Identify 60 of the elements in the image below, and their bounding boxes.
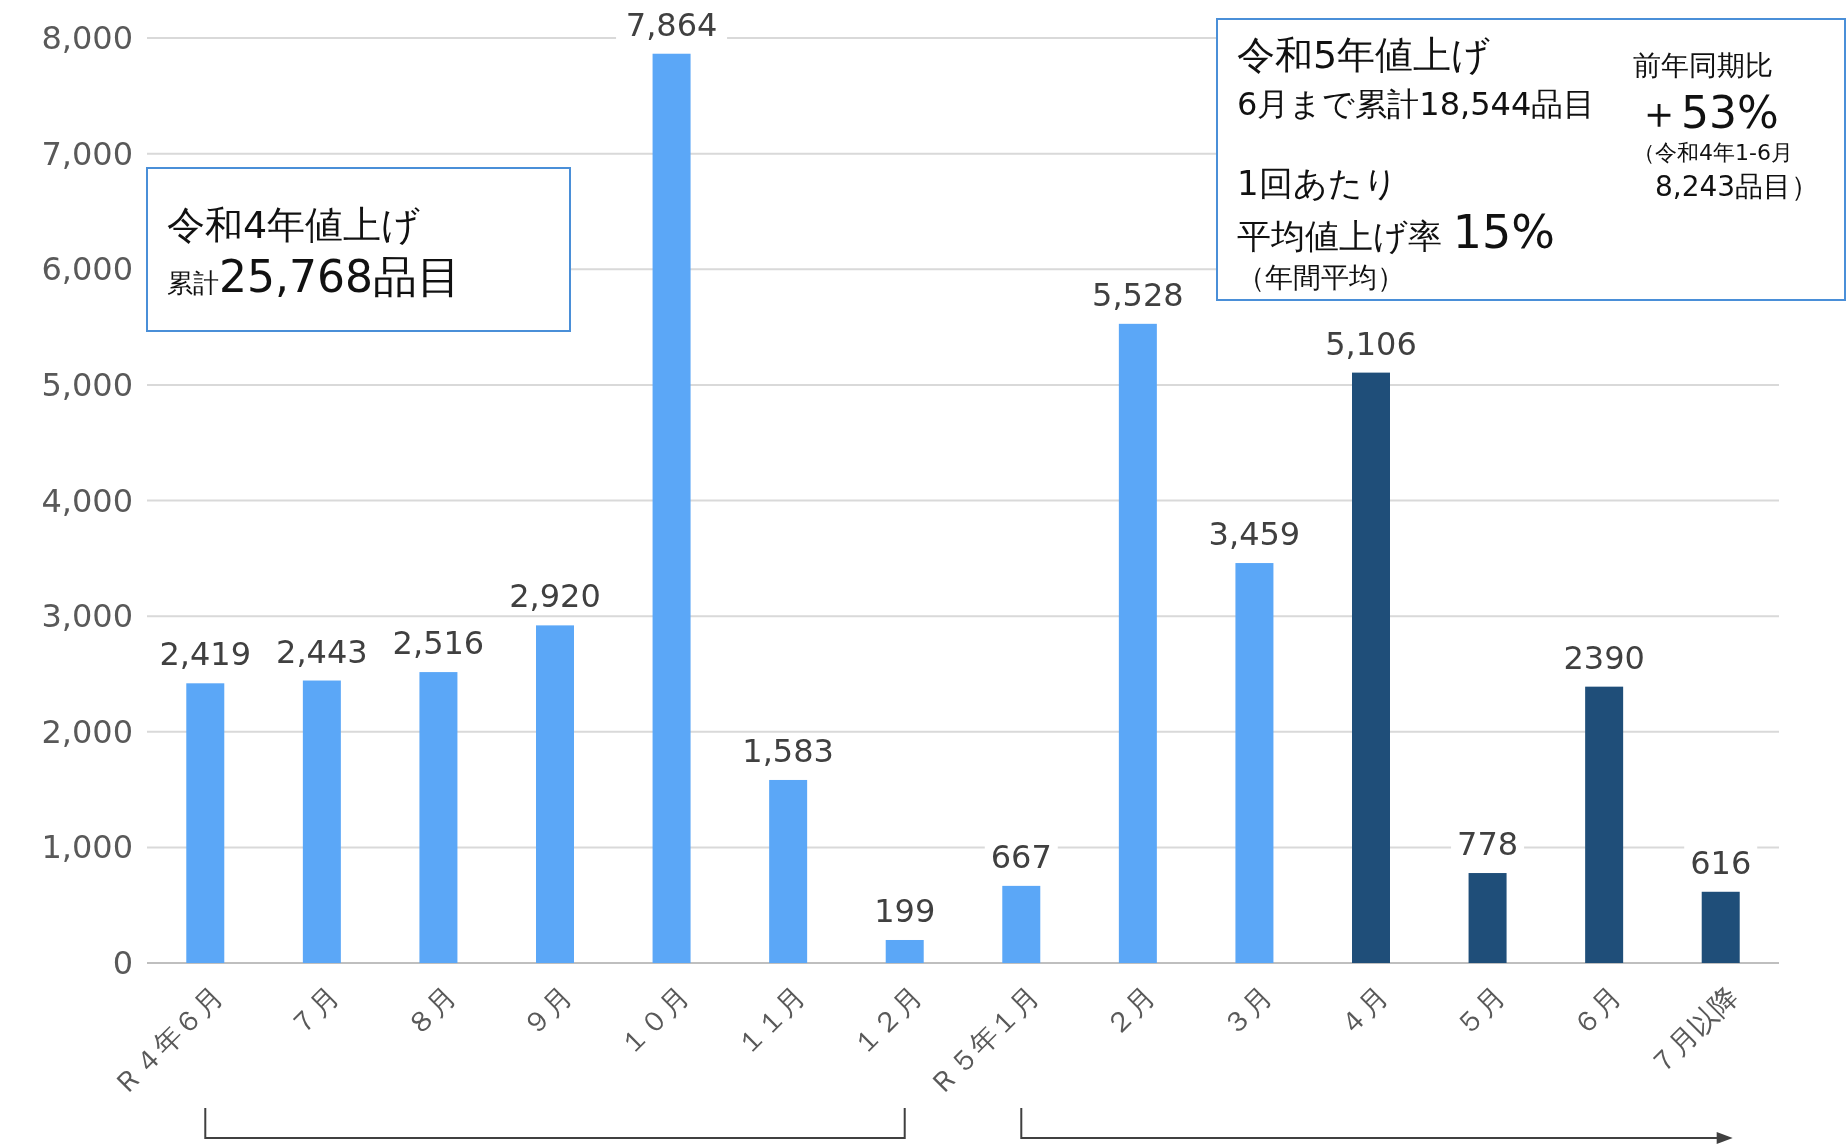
- data-label: 2,920: [509, 577, 601, 616]
- data-label: 5,106: [1325, 324, 1417, 363]
- x-tick-label: ６月: [1565, 979, 1629, 1043]
- annotation: 累計25,768品目: [167, 251, 461, 302]
- annotation: 1回あたり: [1237, 163, 1398, 203]
- annotation: 6月まで累計18,544品目: [1237, 85, 1596, 123]
- bar: [1118, 323, 1157, 963]
- data-label: 778: [1457, 825, 1519, 864]
- annotation: （令和4年1-6月: [1633, 140, 1793, 165]
- annotation: 8,243品目）: [1655, 170, 1820, 203]
- y-tick-label: 1,000: [41, 828, 133, 867]
- y-tick-label: 6,000: [41, 250, 133, 289]
- bar: [1352, 372, 1390, 963]
- bar: [652, 53, 691, 963]
- annotation: ＋53%: [1637, 87, 1779, 138]
- x-tick-label: ２月: [1098, 979, 1162, 1043]
- x-tick-label: ５月: [1448, 979, 1512, 1043]
- data-label: 2,516: [392, 624, 485, 663]
- data-label: 7,864: [625, 5, 718, 44]
- annotation: 前年同期比: [1633, 49, 1773, 82]
- bar: [885, 939, 924, 963]
- x-tick-label: ４月: [1332, 979, 1396, 1043]
- x-tick-label: ８月: [399, 979, 463, 1043]
- x-tick-label: ９月: [516, 979, 580, 1043]
- bar: [1235, 563, 1274, 963]
- data-label: 667: [990, 837, 1052, 876]
- data-label: 199: [874, 891, 936, 930]
- y-tick-label: 4,000: [41, 481, 133, 520]
- annotation: 令和5年値上げ: [1237, 33, 1491, 77]
- y-tick-label: 8,000: [41, 19, 133, 57]
- data-label: 1,583: [742, 731, 834, 770]
- y-tick-label: 0: [112, 944, 133, 982]
- bar: [1002, 885, 1041, 963]
- bar: [769, 779, 808, 963]
- x-tick-label: １０月: [612, 979, 696, 1063]
- y-tick-label: 7,000: [41, 134, 133, 173]
- x-tick-label: ７月: [282, 979, 346, 1043]
- data-label: 2,419: [159, 635, 252, 674]
- y-tick-label: 5,000: [41, 365, 133, 404]
- data-label: 616: [1690, 843, 1752, 882]
- bar: [186, 683, 225, 963]
- bar: [302, 680, 341, 963]
- annotation: 令和4年値上げ: [167, 203, 421, 247]
- bar: [1701, 891, 1740, 963]
- data-label: 5,528: [1092, 275, 1184, 314]
- x-tick-label: ３月: [1215, 979, 1279, 1043]
- data-label: 2390: [1563, 638, 1645, 677]
- y-tick-label: 2,000: [41, 712, 133, 751]
- bar: [1585, 686, 1624, 963]
- annotation: 平均値上げ率 15%: [1237, 205, 1556, 259]
- x-tick-label: １１月: [729, 979, 813, 1063]
- data-label: 2,443: [276, 632, 368, 671]
- x-tick-label: ７月以降: [1642, 979, 1745, 1083]
- bar: [536, 625, 574, 963]
- bar: [1468, 873, 1507, 963]
- data-label: 3,459: [1208, 515, 1301, 554]
- annotation: （年間平均）: [1237, 261, 1405, 294]
- bar: [419, 672, 458, 963]
- y-tick-label: 3,000: [41, 597, 133, 636]
- x-tick-label: Ｒ４年６月: [106, 979, 230, 1103]
